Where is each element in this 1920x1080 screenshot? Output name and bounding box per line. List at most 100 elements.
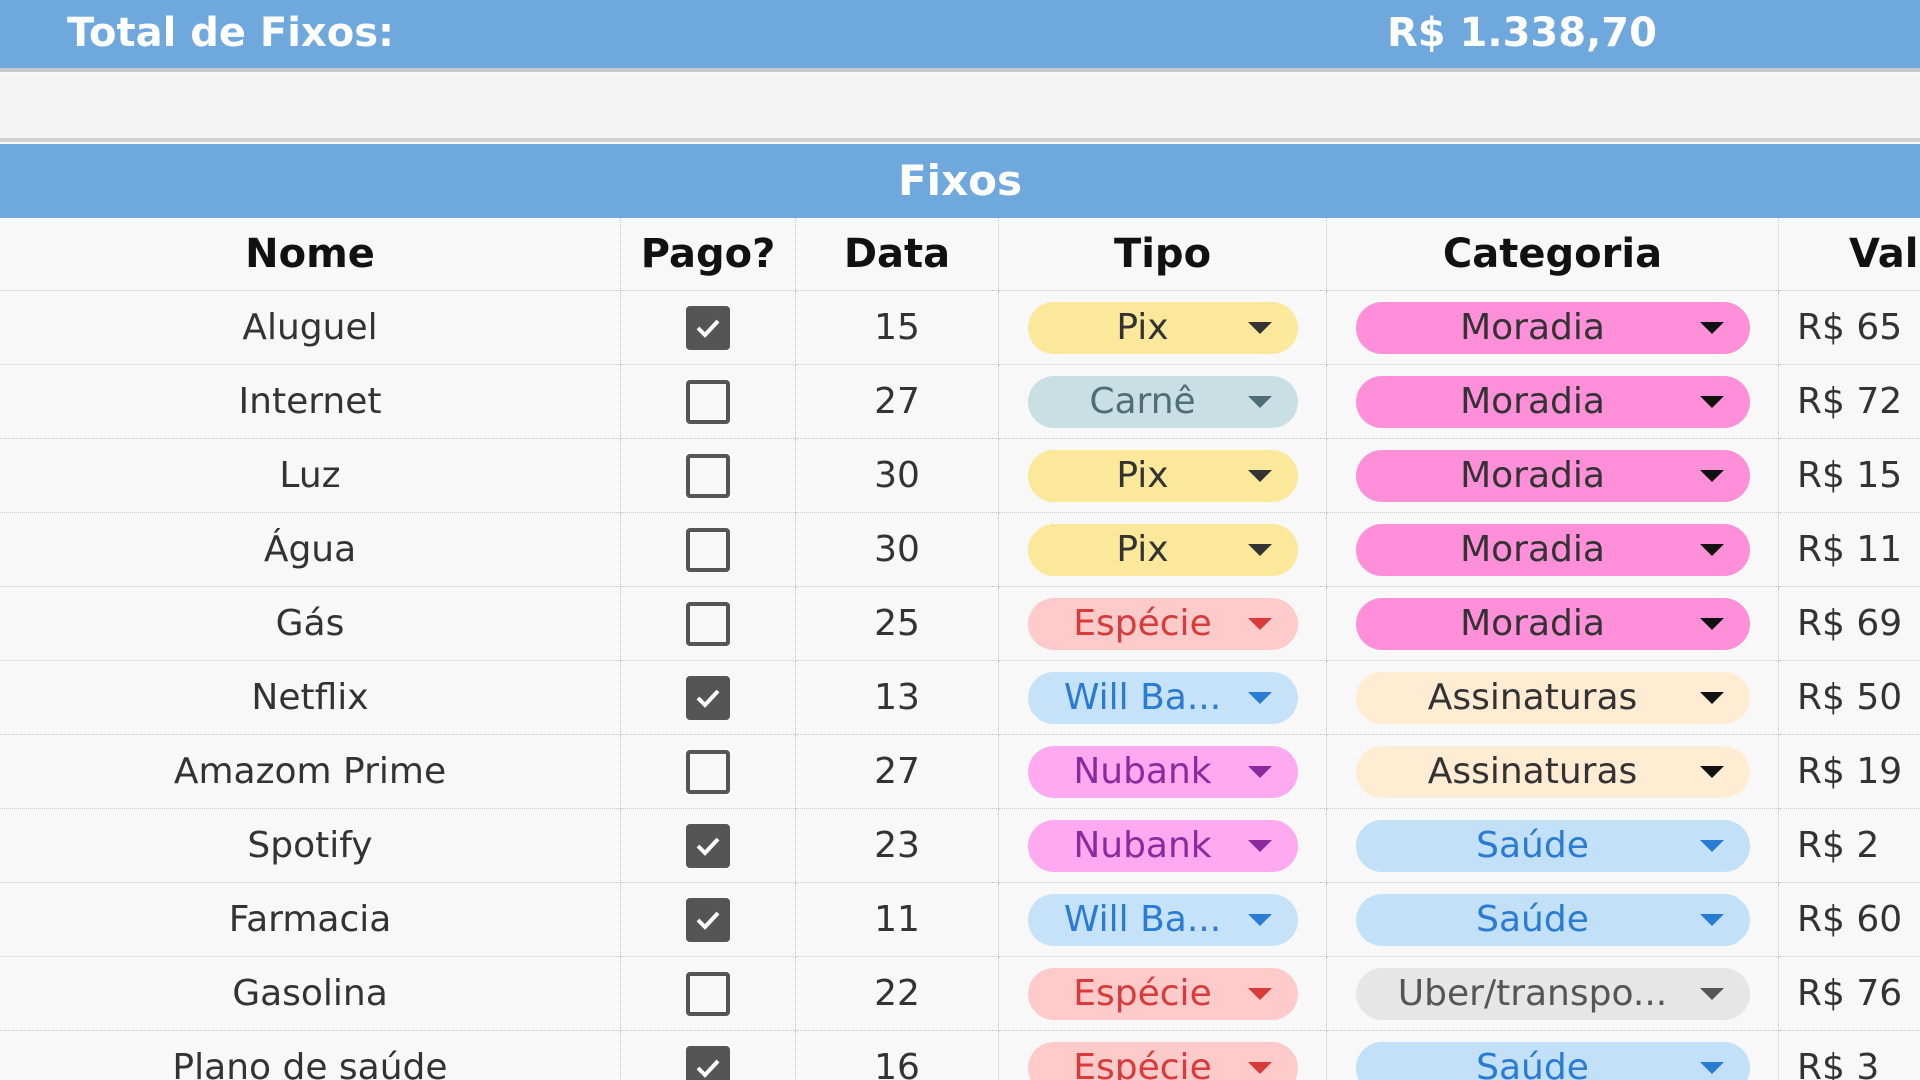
date-cell: 25 (796, 587, 999, 661)
categoria-chip[interactable]: Uber/transpo... (1355, 967, 1750, 1020)
categoria-chip[interactable]: Moradia (1355, 597, 1750, 650)
checkbox[interactable] (686, 305, 730, 350)
value-cell: R$ 11 (1779, 513, 1920, 587)
tipo-chip[interactable]: Nubank (1027, 819, 1298, 872)
tipo-cell: Pix (999, 291, 1327, 365)
categoria-chip[interactable]: Saúde (1355, 893, 1750, 946)
paid-cell (621, 809, 796, 883)
tipo-cell: Pix (999, 513, 1327, 587)
paid-cell (621, 365, 796, 439)
categoria-cell: Saúde (1327, 1031, 1779, 1080)
categoria-chip[interactable]: Moradia (1355, 449, 1750, 502)
checkbox[interactable] (686, 601, 730, 646)
dropdown-arrow (1699, 469, 1724, 482)
tipo-cell: Pix (999, 439, 1327, 513)
name-cell: Aluguel (0, 291, 621, 365)
dropdown-arrow (1699, 1061, 1724, 1074)
tipo-chip[interactable]: Will Ba... (1027, 893, 1298, 946)
name-cell: Internet (0, 365, 621, 439)
tipo-cell: Espécie (999, 587, 1327, 661)
column-header: Pago? (621, 218, 796, 291)
paid-cell (621, 883, 796, 957)
categoria-cell: Moradia (1327, 365, 1779, 439)
date-cell: 15 (796, 291, 999, 365)
tipo-cell: Nubank (999, 809, 1327, 883)
categoria-cell: Uber/transpo... (1327, 957, 1779, 1031)
tipo-chip[interactable]: Will Ba... (1027, 671, 1298, 724)
value-cell: R$ 2 (1779, 809, 1920, 883)
categoria-cell: Assinaturas (1327, 661, 1779, 735)
paid-cell (621, 957, 796, 1031)
value-cell: R$ 60 (1779, 883, 1920, 957)
check-mark (696, 837, 720, 856)
checkbox[interactable] (686, 749, 730, 794)
name-cell: Gasolina (0, 957, 621, 1031)
name-cell: Plano de saúde (0, 1031, 621, 1080)
paid-cell (621, 661, 796, 735)
dropdown-arrow (1247, 543, 1272, 556)
value-cell: R$ 65 (1779, 291, 1920, 365)
tipo-chip[interactable]: Pix (1027, 523, 1298, 576)
dropdown-arrow (1247, 839, 1272, 852)
checkbox[interactable] (686, 379, 730, 424)
date-cell: 22 (796, 957, 999, 1031)
checkbox[interactable] (686, 897, 730, 942)
total-label: Total de Fixos: (67, 10, 395, 56)
categoria-chip[interactable]: Assinaturas (1355, 671, 1750, 724)
categoria-cell: Moradia (1327, 513, 1779, 587)
dropdown-arrow (1247, 691, 1272, 704)
categoria-chip[interactable]: Moradia (1355, 375, 1750, 428)
date-cell: 23 (796, 809, 999, 883)
categoria-chip[interactable]: Saúde (1355, 1041, 1750, 1080)
dropdown-arrow (1699, 543, 1724, 556)
checkbox[interactable] (686, 971, 730, 1016)
categoria-chip[interactable]: Moradia (1355, 523, 1750, 576)
name-cell: Spotify (0, 809, 621, 883)
date-cell: 13 (796, 661, 999, 735)
total-bar: Total de Fixos: R$ 1.338,70 (0, 0, 1920, 72)
dropdown-arrow (1699, 765, 1724, 778)
column-header: Data (796, 218, 999, 291)
tipo-cell: Espécie (999, 1031, 1327, 1080)
paid-cell (621, 439, 796, 513)
tipo-chip[interactable]: Pix (1027, 301, 1298, 354)
name-cell: Amazom Prime (0, 735, 621, 809)
name-cell: Netflix (0, 661, 621, 735)
categoria-cell: Moradia (1327, 439, 1779, 513)
dropdown-arrow (1247, 395, 1272, 408)
dropdown-arrow (1699, 987, 1724, 1000)
value-cell: R$ 3 (1779, 1031, 1920, 1080)
paid-cell (621, 587, 796, 661)
checkbox[interactable] (686, 527, 730, 572)
dropdown-arrow (1247, 987, 1272, 1000)
value-cell: R$ 69 (1779, 587, 1920, 661)
checkbox[interactable] (686, 1045, 730, 1080)
categoria-chip[interactable]: Saúde (1355, 819, 1750, 872)
checkbox[interactable] (686, 823, 730, 868)
categoria-cell: Moradia (1327, 291, 1779, 365)
tipo-chip[interactable]: Pix (1027, 449, 1298, 502)
checkbox[interactable] (686, 675, 730, 720)
value-cell: R$ 72 (1779, 365, 1920, 439)
tipo-chip[interactable]: Nubank (1027, 745, 1298, 798)
tipo-cell: Will Ba... (999, 883, 1327, 957)
value-cell: R$ 76 (1779, 957, 1920, 1031)
tipo-chip[interactable]: Espécie (1027, 597, 1298, 650)
column-header: Nome (0, 218, 621, 291)
categoria-chip[interactable]: Assinaturas (1355, 745, 1750, 798)
tipo-chip[interactable]: Espécie (1027, 1041, 1298, 1080)
checkbox[interactable] (686, 453, 730, 498)
paid-cell (621, 291, 796, 365)
dropdown-arrow (1247, 765, 1272, 778)
tipo-cell: Will Ba... (999, 661, 1327, 735)
categoria-chip[interactable]: Moradia (1355, 301, 1750, 354)
tipo-cell: Carnê (999, 365, 1327, 439)
tipo-chip[interactable]: Espécie (1027, 967, 1298, 1020)
dropdown-arrow (1247, 617, 1272, 630)
categoria-cell: Moradia (1327, 587, 1779, 661)
tipo-cell: Espécie (999, 957, 1327, 1031)
tipo-chip[interactable]: Carnê (1027, 375, 1298, 428)
total-value: R$ 1.338,70 (1387, 10, 1657, 56)
spacer-row (0, 76, 1920, 142)
